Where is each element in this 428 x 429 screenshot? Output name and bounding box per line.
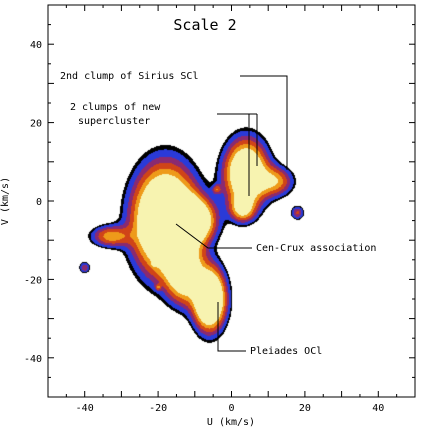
annotation-pleiades: Pleiades OCl: [250, 346, 322, 357]
annotation-sirius: 2nd clump of Sirius SCl: [60, 71, 198, 82]
x-tick-label: -40: [76, 403, 94, 414]
y-tick-label: -20: [24, 275, 42, 286]
y-axis-label: V (km/s): [0, 177, 11, 225]
x-axis-label: U (km/s): [207, 417, 255, 428]
y-tick-label: 20: [30, 119, 42, 130]
chart-title: Scale 2: [173, 16, 236, 34]
leader-cen-crux: [175, 223, 252, 249]
annotation-cen-crux: Cen-Crux association: [256, 243, 376, 254]
y-tick-label: 40: [30, 40, 42, 51]
x-tick-label: 0: [228, 403, 234, 414]
y-tick-label: 0: [36, 197, 42, 208]
leader-sirius: [240, 75, 288, 170]
annotation-new-sc-line1: 2 clumps of new: [70, 102, 161, 113]
x-tick-label: 40: [372, 403, 384, 414]
axis-ticks: -40 -20 0 20 40 -40 -20 0 20 40: [24, 4, 416, 414]
density-map: [48, 5, 415, 397]
leader-pleiades: [217, 302, 246, 352]
annotation-leaders: [175, 75, 288, 352]
x-tick-label: -20: [149, 403, 167, 414]
annotation-new-sc-line2: supercluster: [78, 116, 150, 127]
x-tick-label: 20: [299, 403, 311, 414]
y-tick-label: -40: [24, 354, 42, 365]
